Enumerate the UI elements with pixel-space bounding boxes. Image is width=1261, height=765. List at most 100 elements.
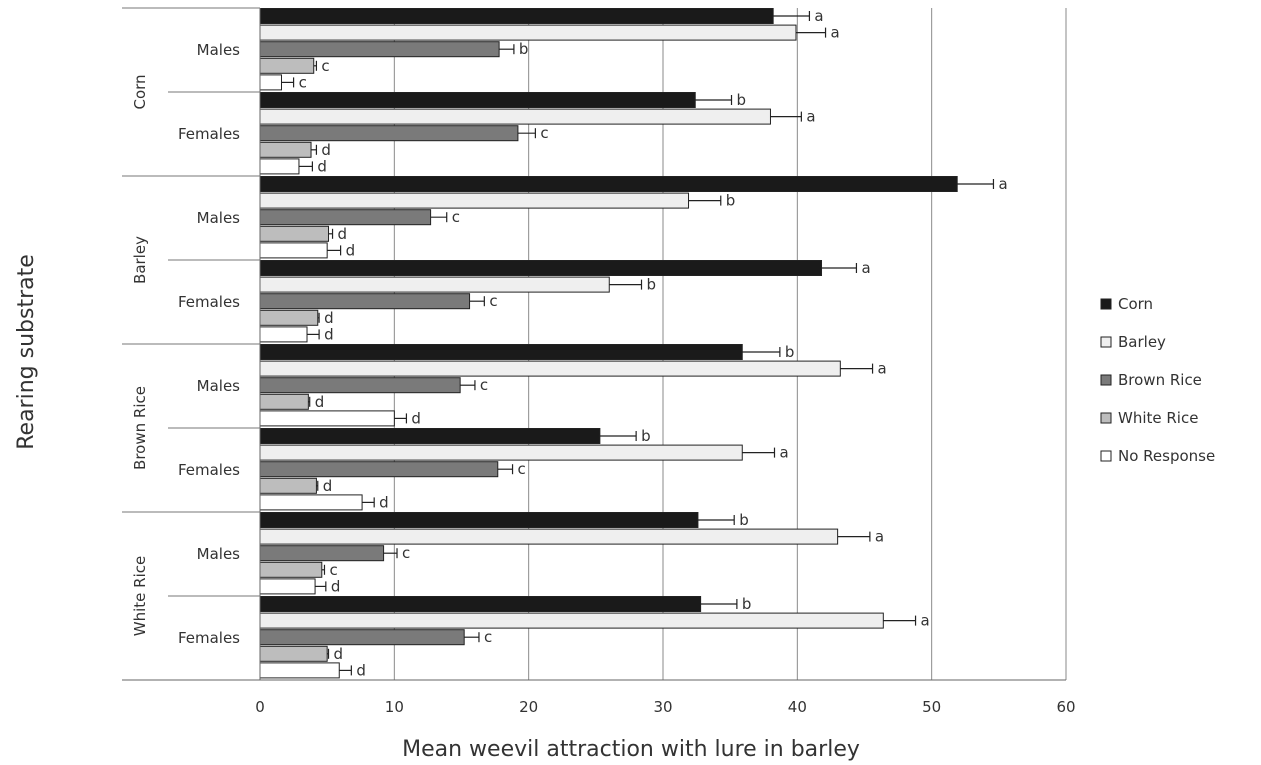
sex-label: Females bbox=[178, 293, 240, 311]
bar bbox=[259, 578, 316, 595]
significance-letter: d bbox=[356, 661, 366, 679]
significance-letter: d bbox=[317, 157, 327, 175]
significance-letter: b bbox=[519, 40, 529, 58]
significance-letter: c bbox=[402, 544, 410, 562]
bar bbox=[259, 461, 499, 478]
sex-label: Females bbox=[178, 461, 240, 479]
sex-label: Males bbox=[197, 41, 241, 59]
legend-swatch bbox=[1100, 336, 1112, 348]
bar bbox=[259, 108, 771, 125]
significance-letter: b bbox=[726, 192, 736, 210]
significance-letter: d bbox=[338, 225, 348, 243]
sex-label: Males bbox=[197, 377, 241, 395]
bar bbox=[259, 360, 841, 377]
x-tick-label: 10 bbox=[385, 698, 404, 716]
significance-letter: d bbox=[334, 645, 344, 663]
significance-letter: a bbox=[831, 24, 840, 42]
significance-letter: c bbox=[299, 73, 307, 91]
significance-letter: d bbox=[315, 393, 325, 411]
bar bbox=[259, 225, 330, 242]
legend-label: Corn bbox=[1118, 295, 1153, 313]
significance-letter: d bbox=[346, 241, 356, 259]
bar bbox=[259, 176, 958, 192]
bar bbox=[259, 444, 743, 461]
significance-letter: c bbox=[480, 376, 488, 394]
bar bbox=[259, 209, 432, 226]
significance-letter: c bbox=[452, 208, 460, 226]
significance-letter: c bbox=[489, 292, 497, 310]
legend: Corn Barley Brown Rice White Rice No Respons… bbox=[1100, 295, 1215, 465]
significance-letter: c bbox=[540, 124, 548, 142]
bar bbox=[259, 629, 465, 646]
bar bbox=[259, 344, 743, 360]
axes bbox=[122, 7, 1066, 681]
sex-label: Males bbox=[197, 545, 241, 563]
bar bbox=[259, 477, 317, 494]
significance-letter: a bbox=[998, 175, 1007, 193]
significance-letter: c bbox=[518, 460, 526, 478]
substrate-label: Brown Rice bbox=[131, 386, 149, 470]
x-tick-label: 30 bbox=[653, 698, 672, 716]
significance-letter: b bbox=[641, 427, 651, 445]
significance-letter: b bbox=[742, 595, 752, 613]
significance-letter: d bbox=[379, 493, 389, 511]
significance-letter: b bbox=[739, 511, 749, 529]
significance-letter: a bbox=[878, 360, 887, 378]
x-tick-label: 50 bbox=[922, 698, 941, 716]
bar bbox=[259, 612, 884, 629]
legend-swatch bbox=[1100, 450, 1112, 462]
bar bbox=[259, 192, 690, 209]
significance-letter: d bbox=[321, 141, 331, 159]
sex-label: Males bbox=[197, 209, 241, 227]
legend-label: Barley bbox=[1118, 333, 1166, 351]
bar bbox=[259, 645, 328, 662]
significance-letter: b bbox=[647, 276, 657, 294]
bar bbox=[259, 377, 461, 394]
bar bbox=[259, 276, 610, 293]
bar bbox=[259, 596, 702, 612]
bar bbox=[259, 561, 323, 578]
bar bbox=[259, 92, 696, 108]
significance-letter: a bbox=[806, 108, 815, 126]
x-tick-label: 40 bbox=[788, 698, 807, 716]
bar bbox=[259, 158, 300, 175]
substrate-label: Corn bbox=[131, 74, 149, 109]
significance-letter: c bbox=[321, 57, 329, 75]
bars bbox=[259, 8, 995, 679]
significance-letter: d bbox=[324, 325, 334, 343]
bar bbox=[259, 494, 363, 511]
x-tick-label: 20 bbox=[519, 698, 538, 716]
labels: aabccbacddabcddabcddbacddbacddbaccdbacdd… bbox=[131, 7, 1076, 716]
bar bbox=[259, 260, 823, 276]
substrate-label: White Rice bbox=[131, 556, 149, 636]
bar bbox=[259, 57, 315, 74]
bar bbox=[259, 512, 699, 528]
legend-swatch bbox=[1100, 374, 1112, 386]
bar bbox=[259, 293, 471, 310]
bar bbox=[259, 309, 319, 326]
significance-letter: c bbox=[329, 561, 337, 579]
bar bbox=[259, 141, 312, 158]
bar bbox=[259, 662, 340, 679]
sex-label: Females bbox=[178, 629, 240, 647]
significance-letter: a bbox=[875, 528, 884, 546]
y-axis-label: Rearing substrate bbox=[14, 254, 39, 450]
significance-letter: b bbox=[785, 343, 795, 361]
legend-swatch bbox=[1100, 298, 1112, 310]
significance-letter: d bbox=[411, 409, 421, 427]
x-tick-label: 0 bbox=[255, 698, 265, 716]
bar bbox=[259, 393, 309, 410]
bar bbox=[259, 326, 308, 343]
significance-letter: d bbox=[323, 477, 333, 495]
significance-letter: a bbox=[921, 612, 930, 630]
significance-letter: a bbox=[861, 259, 870, 277]
legend-label: White Rice bbox=[1118, 409, 1198, 427]
bar bbox=[259, 74, 282, 91]
bar bbox=[259, 41, 500, 58]
bar bbox=[259, 24, 797, 41]
bar bbox=[259, 410, 395, 427]
bar bbox=[259, 125, 519, 142]
legend-swatch bbox=[1100, 412, 1112, 424]
significance-letter: a bbox=[779, 444, 788, 462]
